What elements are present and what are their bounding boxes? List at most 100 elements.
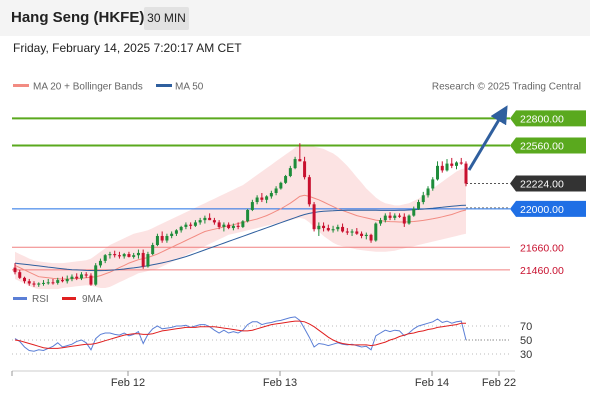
candle [398,213,402,218]
candle-body [402,216,406,224]
candle-body [336,226,340,230]
level-label-box [510,200,586,217]
candle [360,231,364,239]
candle-body [165,235,169,241]
main-legend: MA 20 + Bollinger Bands MA 50 Research ©… [13,82,581,93]
candle [127,251,131,258]
candle [464,161,468,187]
level-label-box [510,137,586,154]
level-label-resistance: 22560.00 [510,137,586,154]
candle [293,156,297,170]
candle-body [284,176,288,183]
candle-body [388,215,392,218]
candle [336,224,340,232]
bollinger-band-area [15,144,466,290]
candle [317,222,321,236]
candle-body [79,274,83,279]
candle-body [146,254,150,267]
candle-body [231,225,235,229]
candle [431,177,435,191]
candle [56,277,60,285]
rsi-ma-line [14,320,466,349]
interval-button[interactable]: 30 MIN [144,7,189,30]
candle [70,274,74,282]
candle-body [98,260,102,266]
level-label-text: 21460.00 [520,265,564,277]
candle [89,273,93,286]
candle-body [360,233,364,236]
bollinger-bands [15,144,466,290]
candle-body [303,161,307,178]
candlesticks [13,143,468,287]
candle-body [117,255,121,257]
candle [436,161,440,181]
candle [170,231,174,239]
candle-body [22,277,26,282]
candle [350,229,354,236]
candle [279,181,283,190]
candle [208,213,212,221]
candle [407,214,411,225]
candle-body [122,254,126,257]
level-label-text: 22000.00 [520,204,564,216]
candle [151,242,155,256]
candle-body [13,267,17,273]
candle-body [450,163,454,166]
legend-swatch-ma20 [13,84,29,87]
candle [32,281,36,287]
candle [236,222,240,230]
level-label-box [510,175,586,192]
candle [326,224,330,232]
candle [388,212,392,221]
candle-body [94,265,98,285]
candle-body [174,230,178,234]
candle-body [279,182,283,189]
candle-body [379,220,383,224]
candle [364,232,368,240]
candle [41,280,45,286]
candle [331,225,335,233]
candle [412,206,416,217]
candle [141,249,145,269]
candle [27,278,31,286]
candle-body [151,245,155,255]
time-tick-label: Feb 14 [415,377,449,389]
candle-body [56,280,60,283]
candle [13,263,17,275]
candle-body [84,274,88,276]
candle [46,278,50,285]
candle-body [417,202,421,209]
candle-body [103,255,107,261]
candle [421,191,425,205]
rsi-line [14,316,467,352]
legend-swatch-ma50 [156,84,172,87]
candle [189,222,193,230]
candle [222,222,226,232]
level-label-text: 22560.00 [520,141,564,153]
candle-body [222,224,226,227]
candle [307,174,311,207]
forecast-arrow [467,105,508,171]
candle-body [269,193,273,197]
rsi-tick-label: 50 [520,335,532,347]
candle-body [60,280,64,282]
candle-body [189,224,193,226]
candle-body [250,202,254,210]
candle [426,186,430,198]
candle-body [32,283,36,285]
rsi-tick-label: 70 [520,321,532,333]
candle [193,220,197,227]
candle-body [184,224,188,227]
candle-body [398,215,402,217]
candle-body [298,159,302,162]
candle-body [18,272,22,278]
candle-body [459,162,463,164]
candle [312,202,316,232]
ma50-line [14,204,467,272]
candle [379,217,383,226]
candle-body [421,195,425,203]
time-tick-label: Feb 12 [111,377,145,389]
candle-body [288,168,292,177]
instrument-title: Hang Seng (HKFE) [11,9,145,26]
candle [288,165,292,178]
